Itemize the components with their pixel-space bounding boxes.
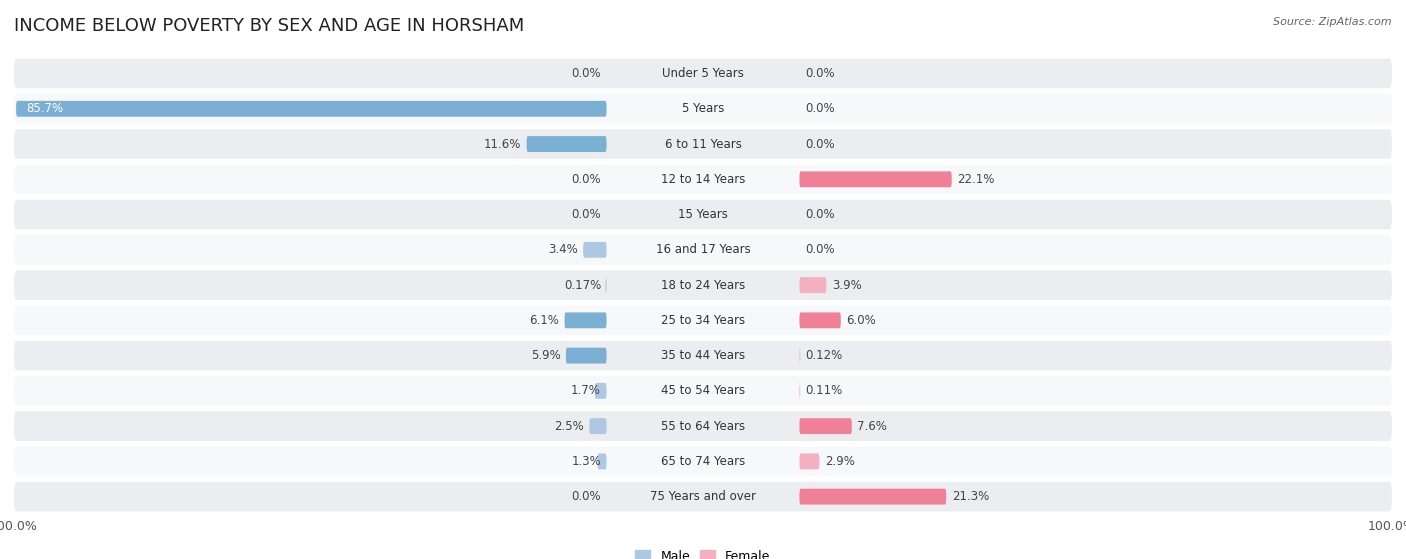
FancyBboxPatch shape [800,277,827,293]
Text: 6.0%: 6.0% [846,314,876,327]
FancyBboxPatch shape [14,129,1392,159]
Text: 18 to 24 Years: 18 to 24 Years [661,278,745,292]
Text: 12 to 14 Years: 12 to 14 Years [661,173,745,186]
FancyBboxPatch shape [800,312,841,328]
FancyBboxPatch shape [14,271,1392,300]
FancyBboxPatch shape [14,235,1392,264]
Text: 0.0%: 0.0% [806,208,835,221]
Text: 2.9%: 2.9% [825,455,855,468]
FancyBboxPatch shape [595,383,606,399]
Text: 0.0%: 0.0% [806,67,835,80]
FancyBboxPatch shape [565,312,606,328]
FancyBboxPatch shape [527,136,606,152]
Text: 0.0%: 0.0% [571,173,600,186]
FancyBboxPatch shape [14,341,1392,371]
FancyBboxPatch shape [14,411,1392,441]
FancyBboxPatch shape [15,101,606,117]
FancyBboxPatch shape [14,94,1392,124]
Text: 65 to 74 Years: 65 to 74 Years [661,455,745,468]
Text: 75 Years and over: 75 Years and over [650,490,756,503]
FancyBboxPatch shape [14,200,1392,229]
FancyBboxPatch shape [799,348,800,363]
Text: 5.9%: 5.9% [530,349,561,362]
Text: 85.7%: 85.7% [27,102,63,115]
FancyBboxPatch shape [14,59,1392,88]
Text: Under 5 Years: Under 5 Years [662,67,744,80]
FancyBboxPatch shape [598,453,606,470]
Text: 35 to 44 Years: 35 to 44 Years [661,349,745,362]
Text: 7.6%: 7.6% [858,420,887,433]
Text: 25 to 34 Years: 25 to 34 Years [661,314,745,327]
Text: 0.11%: 0.11% [806,385,842,397]
Text: 3.4%: 3.4% [548,243,578,257]
Text: 0.0%: 0.0% [806,102,835,115]
Text: 2.5%: 2.5% [554,420,583,433]
FancyBboxPatch shape [800,418,852,434]
Text: Source: ZipAtlas.com: Source: ZipAtlas.com [1274,17,1392,27]
Text: 45 to 54 Years: 45 to 54 Years [661,385,745,397]
Text: 6.1%: 6.1% [529,314,560,327]
Text: 1.3%: 1.3% [571,455,600,468]
Text: 0.12%: 0.12% [806,349,842,362]
Text: 0.0%: 0.0% [571,67,600,80]
Text: 0.0%: 0.0% [571,490,600,503]
FancyBboxPatch shape [14,306,1392,335]
Text: 15 Years: 15 Years [678,208,728,221]
Text: 5 Years: 5 Years [682,102,724,115]
Text: 22.1%: 22.1% [957,173,994,186]
Text: 1.7%: 1.7% [571,385,600,397]
FancyBboxPatch shape [799,383,800,399]
Text: 0.0%: 0.0% [571,208,600,221]
FancyBboxPatch shape [14,482,1392,511]
Text: 0.0%: 0.0% [806,138,835,150]
FancyBboxPatch shape [14,164,1392,194]
Text: 0.17%: 0.17% [564,278,600,292]
Text: 6 to 11 Years: 6 to 11 Years [665,138,741,150]
FancyBboxPatch shape [14,447,1392,476]
Text: 11.6%: 11.6% [484,138,522,150]
FancyBboxPatch shape [589,418,606,434]
Text: 16 and 17 Years: 16 and 17 Years [655,243,751,257]
FancyBboxPatch shape [583,242,606,258]
Text: 21.3%: 21.3% [952,490,988,503]
Legend: Male, Female: Male, Female [630,544,776,559]
Text: INCOME BELOW POVERTY BY SEX AND AGE IN HORSHAM: INCOME BELOW POVERTY BY SEX AND AGE IN H… [14,17,524,35]
Text: 55 to 64 Years: 55 to 64 Years [661,420,745,433]
Text: 0.0%: 0.0% [806,243,835,257]
Text: 3.9%: 3.9% [832,278,862,292]
FancyBboxPatch shape [800,172,952,187]
FancyBboxPatch shape [800,489,946,505]
FancyBboxPatch shape [800,453,820,470]
FancyBboxPatch shape [14,376,1392,406]
FancyBboxPatch shape [565,348,606,363]
